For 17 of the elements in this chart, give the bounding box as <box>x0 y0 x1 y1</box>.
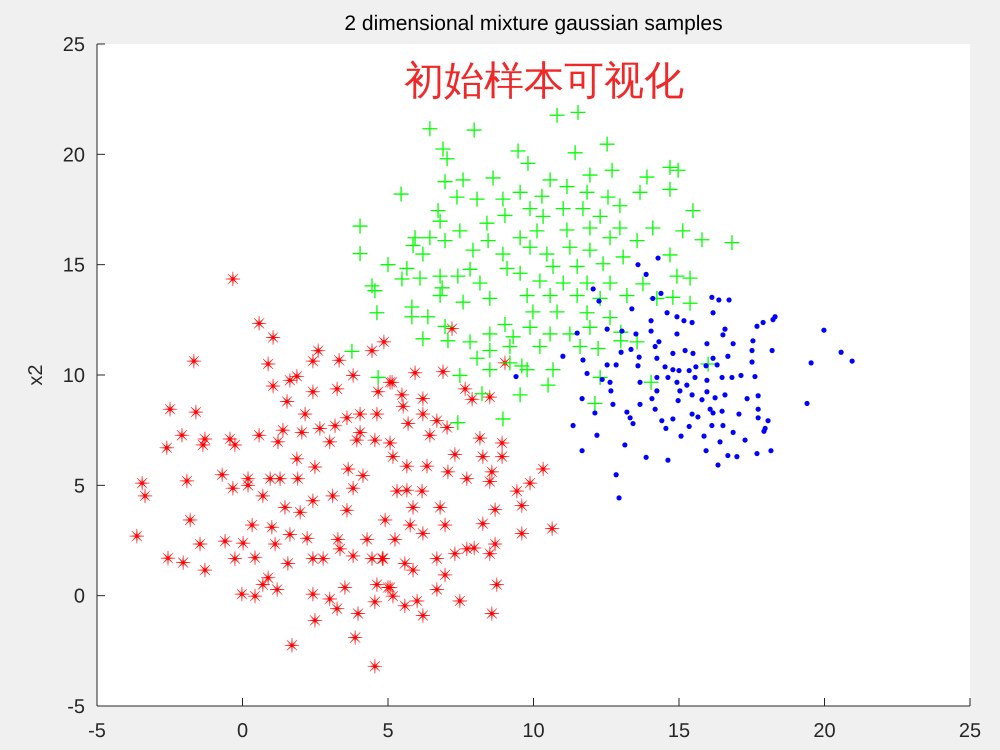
x-tick-label: 25 <box>958 720 982 742</box>
y-tick-label: 20 <box>62 144 85 166</box>
y-tick-label: 5 <box>74 475 85 498</box>
chart-title: 2 dimensional mixture gaussian samples <box>344 12 723 35</box>
y-tick-label: 10 <box>62 365 85 387</box>
y-tick-label: 15 <box>62 254 85 277</box>
x-tick-label: -5 <box>88 720 106 742</box>
x-tick-label: 5 <box>382 720 394 742</box>
y-axis-title: x2 <box>25 364 47 386</box>
y-tick-label: 25 <box>62 34 85 56</box>
annotation: 初始样本可视化 <box>404 59 684 103</box>
y-tick-label: -5 <box>67 696 85 718</box>
x-tick-label: 10 <box>522 720 545 742</box>
x-tick-label: 0 <box>236 720 248 742</box>
x-tick-label: 15 <box>668 720 690 742</box>
y-tick-label: 0 <box>74 586 85 608</box>
x-tick-label: 20 <box>813 720 836 742</box>
